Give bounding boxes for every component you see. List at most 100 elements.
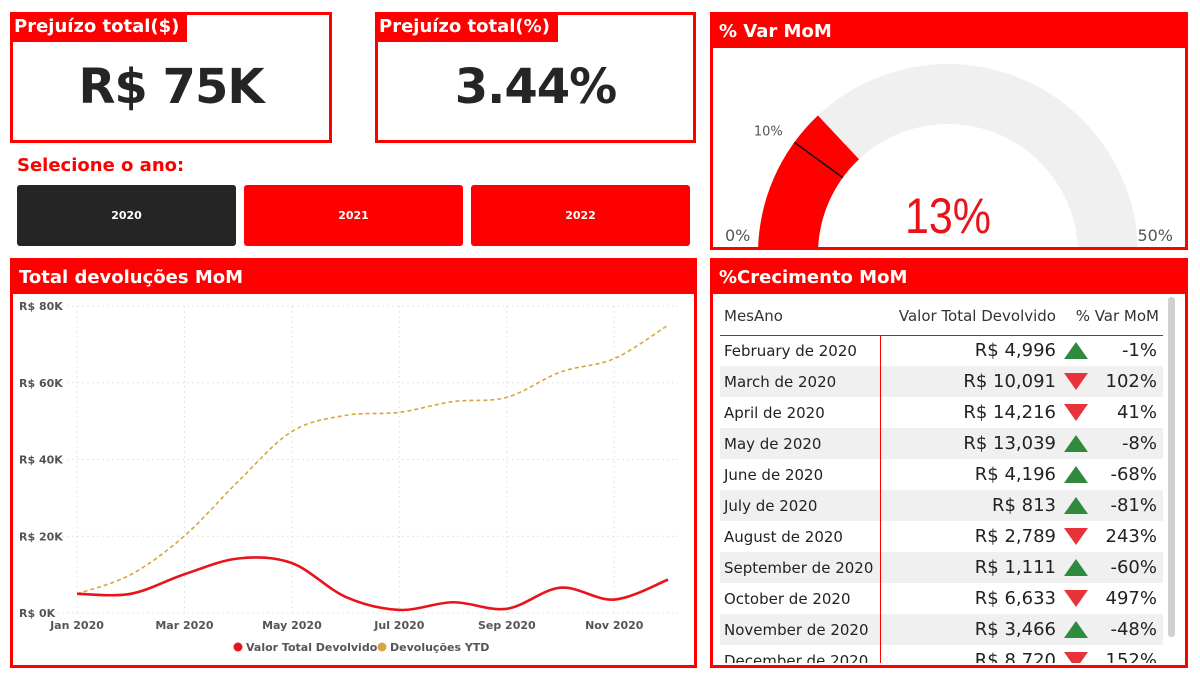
legend-label[interactable]: Devoluções YTD: [390, 641, 489, 654]
cell-var-value: 497%: [1105, 588, 1157, 609]
line-chart: R$ 0K R$ 20K R$ 40K R$ 60K R$ 80K Jan 2020 Mar…: [19, 300, 678, 654]
table-scroll-area[interactable]: MesAno Valor Total Devolvido % Var MoM F…: [720, 297, 1163, 663]
kpi-title: Prejuízo total(%): [375, 12, 558, 42]
data-point[interactable]: [237, 557, 239, 559]
cell-mesano: November de 2020: [720, 614, 881, 645]
data-point[interactable]: [559, 371, 561, 373]
cell-mesano: March de 2020: [720, 366, 881, 397]
cell-valor: R$ 2,789: [974, 526, 1056, 547]
data-point[interactable]: [506, 608, 508, 610]
y-tick-label: R$ 60K: [19, 377, 63, 390]
cell-var: 497%: [1060, 583, 1163, 614]
table-title: %Crecimento MoM: [713, 261, 1185, 294]
column-header-mesano[interactable]: MesAno: [720, 297, 880, 336]
legend-label[interactable]: Valor Total Devolvido: [246, 641, 378, 654]
y-tick-label: R$ 80K: [19, 300, 63, 313]
year-button-2021[interactable]: 2021: [244, 185, 463, 246]
cell-var-value: 152%: [1105, 650, 1157, 663]
data-point[interactable]: [613, 598, 615, 600]
mom-table-card: %Crecimento MoM MesAno Valor Total Devol…: [710, 258, 1188, 668]
table-row[interactable]: November de 2020 R$ 3,466 -48%: [720, 614, 1163, 645]
data-point[interactable]: [506, 396, 508, 398]
trend-up-icon: [1064, 559, 1088, 576]
cell-valor: R$ 14,216: [963, 402, 1056, 423]
table-row[interactable]: June de 2020 R$ 4,196 -68%: [720, 459, 1163, 490]
cell-var-value: 41%: [1116, 402, 1157, 423]
cell-mesano: May de 2020: [720, 428, 881, 459]
data-point[interactable]: [667, 324, 669, 326]
trend-up-icon: [1064, 435, 1088, 452]
table-scrollbar-thumb[interactable]: [1168, 297, 1175, 637]
trend-down-icon: [1064, 373, 1088, 390]
line-chart-title: Total devoluções MoM: [13, 261, 694, 294]
table-row[interactable]: October de 2020 R$ 6,633 497%: [720, 583, 1163, 614]
column-header-var[interactable]: % Var MoM: [1060, 297, 1163, 336]
trend-down-icon: [1064, 652, 1088, 663]
data-point[interactable]: [183, 573, 185, 575]
kpi-card-loss-abs: Prejuízo total($) R$ 75K: [10, 12, 332, 143]
data-point[interactable]: [344, 414, 346, 416]
cell-mesano: July de 2020: [720, 490, 881, 521]
table-row[interactable]: May de 2020 R$ 13,039 -8%: [720, 428, 1163, 459]
cell-valor: R$ 8,720: [974, 650, 1056, 663]
cell-mesano: October de 2020: [720, 583, 881, 614]
data-point[interactable]: [452, 400, 454, 402]
cell-var: -1%: [1060, 335, 1163, 366]
table-row[interactable]: April de 2020 R$ 14,216 41%: [720, 397, 1163, 428]
cell-valor: R$ 10,091: [880, 366, 1060, 397]
column-header-valor[interactable]: Valor Total Devolvido: [880, 297, 1060, 336]
data-point[interactable]: [291, 430, 293, 432]
data-point[interactable]: [613, 357, 615, 359]
data-point[interactable]: [559, 586, 561, 588]
data-point[interactable]: [130, 593, 132, 595]
gauge-card: % Var MoM 10% 13% 0% 50%: [710, 12, 1188, 250]
gauge-track: [758, 64, 1138, 247]
mom-table: MesAno Valor Total Devolvido % Var MoM F…: [720, 297, 1163, 663]
table-row[interactable]: August de 2020 R$ 2,789 243%: [720, 521, 1163, 552]
year-button-2022[interactable]: 2022: [471, 185, 690, 246]
cell-var: -8%: [1060, 428, 1163, 459]
cell-valor: R$ 6,633: [974, 588, 1056, 609]
x-tick-label: Jan 2020: [49, 619, 104, 632]
cell-var: 102%: [1060, 366, 1163, 397]
data-point[interactable]: [237, 480, 239, 482]
table-row[interactable]: March de 2020 R$ 10,091 102%: [720, 366, 1163, 397]
table-header-row: MesAno Valor Total Devolvido % Var MoM: [720, 297, 1163, 336]
cell-var-value: -48%: [1110, 619, 1157, 640]
trend-down-icon: [1064, 528, 1088, 545]
gauge-title: % Var MoM: [713, 15, 1185, 48]
series-line-1[interactable]: [76, 324, 669, 595]
series-line-0[interactable]: [76, 556, 669, 612]
table-row[interactable]: July de 2020 R$ 813 -81%: [720, 490, 1163, 521]
gauge-value: 13%: [905, 188, 991, 244]
data-point[interactable]: [76, 593, 78, 595]
cell-valor: R$ 3,466: [880, 614, 1060, 645]
cell-valor: R$ 13,039: [880, 428, 1060, 459]
cell-var: -68%: [1060, 459, 1163, 490]
x-tick-label: Sep 2020: [478, 619, 536, 632]
x-tick-label: Mar 2020: [155, 619, 214, 632]
data-point[interactable]: [452, 601, 454, 603]
y-tick-label: R$ 20K: [19, 530, 63, 543]
table-scrollbar[interactable]: [1168, 297, 1175, 663]
table-row[interactable]: September de 2020 R$ 1,111 -60%: [720, 552, 1163, 583]
trend-up-icon: [1064, 466, 1088, 483]
data-point[interactable]: [398, 609, 400, 611]
cell-valor: R$ 813: [880, 490, 1060, 521]
year-button-2020[interactable]: 2020: [17, 185, 236, 246]
cell-var-value: -8%: [1121, 433, 1157, 454]
table-row[interactable]: February de 2020 R$ 4,996 -1%: [720, 335, 1163, 366]
data-point[interactable]: [344, 596, 346, 598]
gauge-min-label: 0%: [725, 226, 750, 245]
x-tick-label: Jul 2020: [373, 619, 424, 632]
cell-mesano: August de 2020: [720, 521, 881, 552]
data-point[interactable]: [130, 573, 132, 575]
cell-var-value: 102%: [1105, 371, 1157, 392]
cell-var: 243%: [1060, 521, 1163, 552]
data-point[interactable]: [183, 535, 185, 537]
table-row[interactable]: December de 2020 R$ 8,720 152%: [720, 645, 1163, 663]
data-point[interactable]: [398, 411, 400, 413]
gauge-fill: [758, 115, 860, 247]
data-point[interactable]: [667, 578, 669, 580]
data-point[interactable]: [291, 562, 293, 564]
